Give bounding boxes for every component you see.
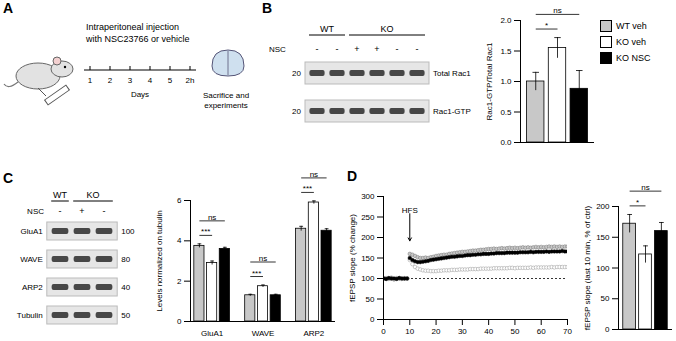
svg-text:40: 40 bbox=[484, 327, 493, 336]
svg-text:GluA1: GluA1 bbox=[201, 329, 224, 338]
svg-text:*: * bbox=[636, 198, 639, 207]
svg-text:20: 20 bbox=[292, 107, 301, 116]
svg-text:0: 0 bbox=[370, 315, 375, 324]
svg-text:0: 0 bbox=[177, 317, 182, 326]
svg-text:Tubulin: Tubulin bbox=[17, 311, 43, 320]
svg-text:100: 100 bbox=[121, 227, 135, 236]
svg-text:100: 100 bbox=[361, 274, 375, 283]
svg-text:20: 20 bbox=[292, 69, 301, 78]
svg-text:with NSC23766 or vehicle: with NSC23766 or vehicle bbox=[85, 34, 190, 44]
svg-text:20: 20 bbox=[432, 327, 441, 336]
svg-text:-: - bbox=[316, 44, 319, 54]
html-text:D: D bbox=[347, 168, 358, 184]
svg-text:50: 50 bbox=[366, 295, 375, 304]
html-text:C: C bbox=[3, 170, 14, 186]
svg-text:+: + bbox=[374, 44, 379, 54]
html-text:A: A bbox=[3, 0, 14, 16]
svg-text:KO: KO bbox=[86, 190, 99, 200]
svg-text:-: - bbox=[416, 44, 419, 54]
svg-text:*: * bbox=[545, 21, 548, 30]
svg-text:Levels normalized on tubulin: Levels normalized on tubulin bbox=[155, 210, 164, 311]
svg-text:NSC: NSC bbox=[269, 45, 286, 54]
svg-text:WAVE: WAVE bbox=[20, 255, 43, 264]
svg-text:2: 2 bbox=[108, 76, 113, 85]
svg-text:-: - bbox=[59, 206, 62, 216]
svg-text:50: 50 bbox=[510, 327, 519, 336]
svg-text:ARP2: ARP2 bbox=[303, 329, 324, 338]
svg-text:0: 0 bbox=[605, 325, 610, 334]
svg-text:50: 50 bbox=[121, 311, 130, 320]
svg-text:300: 300 bbox=[361, 192, 375, 201]
svg-text:GluA1: GluA1 bbox=[21, 227, 44, 236]
svg-text:0.5: 0.5 bbox=[500, 108, 512, 117]
svg-text:WT: WT bbox=[53, 190, 67, 200]
svg-text:***: *** bbox=[303, 184, 312, 193]
svg-text:ns: ns bbox=[259, 254, 267, 263]
svg-text:ns: ns bbox=[310, 170, 318, 179]
svg-text:200: 200 bbox=[596, 202, 610, 211]
svg-text:6: 6 bbox=[177, 196, 182, 205]
svg-text:fEPSP slope (last 10 min, % of: fEPSP slope (last 10 min, % of ctrl) bbox=[583, 205, 592, 330]
html-text:KO NSC: KO NSC bbox=[616, 53, 651, 63]
html-text:B: B bbox=[262, 0, 273, 16]
svg-text:Rac1-GTP: Rac1-GTP bbox=[433, 107, 471, 116]
svg-text:KO: KO bbox=[380, 24, 393, 34]
svg-text:3: 3 bbox=[128, 76, 133, 85]
svg-text:250: 250 bbox=[361, 213, 375, 222]
svg-text:-: - bbox=[103, 206, 106, 216]
svg-text:40: 40 bbox=[121, 283, 130, 292]
svg-text:-: - bbox=[396, 44, 399, 54]
svg-text:ns: ns bbox=[553, 6, 561, 15]
svg-text:100: 100 bbox=[596, 264, 610, 273]
svg-text:HFS: HFS bbox=[402, 206, 418, 215]
svg-text:WAVE: WAVE bbox=[252, 329, 275, 338]
svg-text:50: 50 bbox=[601, 294, 610, 303]
svg-text:4: 4 bbox=[148, 76, 153, 85]
svg-text:150: 150 bbox=[596, 233, 610, 242]
svg-text:Total Rac1: Total Rac1 bbox=[433, 69, 471, 78]
svg-text:2: 2 bbox=[177, 277, 182, 286]
svg-text:***: *** bbox=[252, 269, 261, 278]
svg-text:ns: ns bbox=[208, 213, 216, 222]
svg-text:Rac1-GTP/Total Rac1: Rac1-GTP/Total Rac1 bbox=[485, 42, 494, 120]
svg-text:1.5: 1.5 bbox=[500, 47, 512, 56]
svg-text:1: 1 bbox=[88, 76, 93, 85]
svg-text:0.0: 0.0 bbox=[500, 138, 512, 147]
html-text:WT veh: WT veh bbox=[616, 21, 647, 31]
svg-text:2.0: 2.0 bbox=[500, 16, 512, 25]
svg-text:200: 200 bbox=[361, 233, 375, 242]
svg-text:fEPSP slope (% change): fEPSP slope (% change) bbox=[348, 214, 357, 302]
svg-text:80: 80 bbox=[121, 255, 130, 264]
svg-text:Intraperitoneal injection: Intraperitoneal injection bbox=[86, 22, 179, 32]
svg-text:***: *** bbox=[201, 227, 210, 236]
svg-text:150: 150 bbox=[361, 254, 375, 263]
svg-text:WT: WT bbox=[320, 24, 334, 34]
svg-text:ns: ns bbox=[641, 183, 649, 192]
svg-text:NSC: NSC bbox=[27, 207, 44, 216]
svg-text:+: + bbox=[79, 206, 84, 216]
svg-text:ARP2: ARP2 bbox=[22, 283, 43, 292]
svg-text:4: 4 bbox=[177, 236, 182, 245]
svg-text:experiments: experiments bbox=[204, 101, 248, 110]
svg-text:2h: 2h bbox=[186, 76, 195, 85]
svg-text:-: - bbox=[336, 44, 339, 54]
svg-text:30: 30 bbox=[458, 327, 467, 336]
svg-text:5: 5 bbox=[168, 76, 173, 85]
svg-text:60: 60 bbox=[537, 327, 546, 336]
html-text:KO veh: KO veh bbox=[616, 37, 646, 47]
svg-text:0: 0 bbox=[381, 327, 386, 336]
svg-text:70: 70 bbox=[563, 327, 572, 336]
svg-text:+: + bbox=[354, 44, 359, 54]
svg-text:Sacrifice and: Sacrifice and bbox=[203, 91, 249, 100]
svg-text:10: 10 bbox=[405, 327, 414, 336]
svg-text:Days: Days bbox=[131, 90, 149, 99]
svg-text:1.0: 1.0 bbox=[500, 77, 512, 86]
